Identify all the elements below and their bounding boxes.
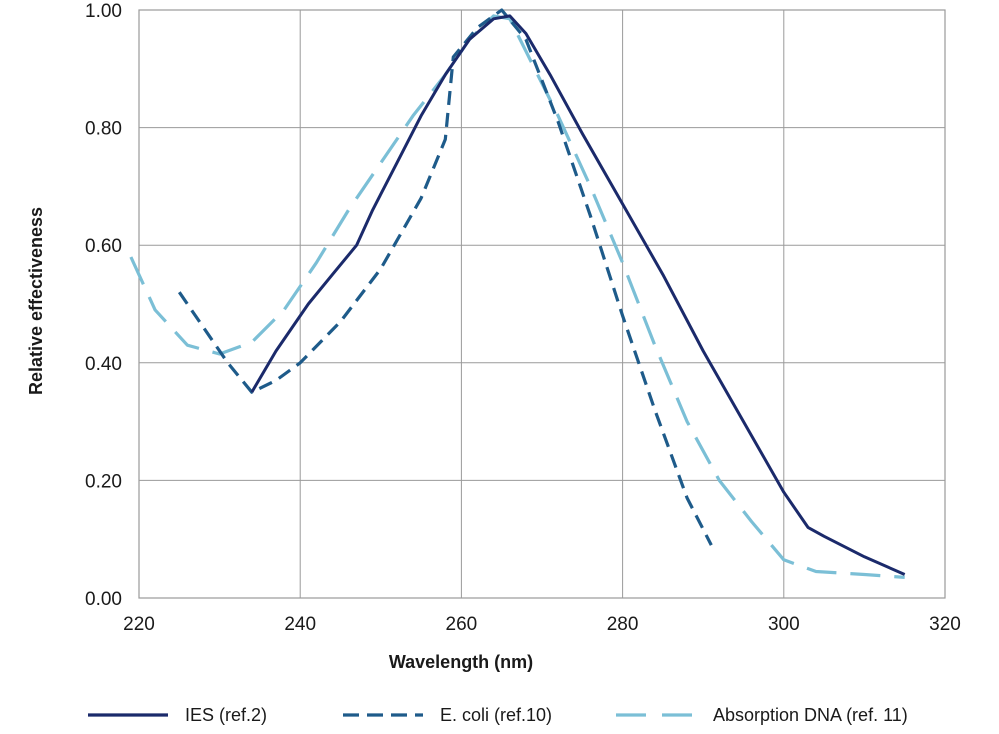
legend-label: E. coli (ref.10) — [440, 705, 552, 725]
series-line-ies-ref-2 — [250, 14, 906, 576]
x-axis-title: Wavelength (nm) — [389, 652, 533, 672]
y-axis-title: Relative effectiveness — [26, 207, 46, 395]
series-lines — [129, 8, 906, 579]
y-tick-label: 0.00 — [85, 589, 122, 610]
y-tick-label: 0.80 — [85, 119, 122, 140]
series-line-absorption-dna-ref-11 — [129, 14, 905, 579]
series-line-e-coli-ref-10 — [177, 8, 713, 546]
x-tick-label: 240 — [284, 614, 316, 635]
x-tick-label: 300 — [768, 614, 800, 635]
legend: IES (ref.2) E. coli (ref.10) Absorption DN… — [88, 705, 908, 725]
y-tick-label: 0.20 — [85, 471, 122, 492]
plot-frame — [138, 9, 946, 599]
legend-label: Absorption DNA (ref. 11) — [713, 705, 908, 725]
y-tick-label: 0.40 — [85, 354, 122, 375]
x-tick-label: 260 — [446, 614, 478, 635]
gridlines — [138, 9, 946, 599]
tick-labels: 220 240 260 280 300 320 0.00 0.20 0.40 0.60 0.80 1.… — [85, 1, 961, 635]
x-tick-label: 280 — [607, 614, 639, 635]
x-tick-label: 220 — [123, 614, 155, 635]
x-tick-label: 320 — [929, 614, 961, 635]
y-tick-label: 1.00 — [85, 1, 122, 22]
legend-label: IES (ref.2) — [185, 705, 267, 725]
y-tick-label: 0.60 — [85, 236, 122, 257]
